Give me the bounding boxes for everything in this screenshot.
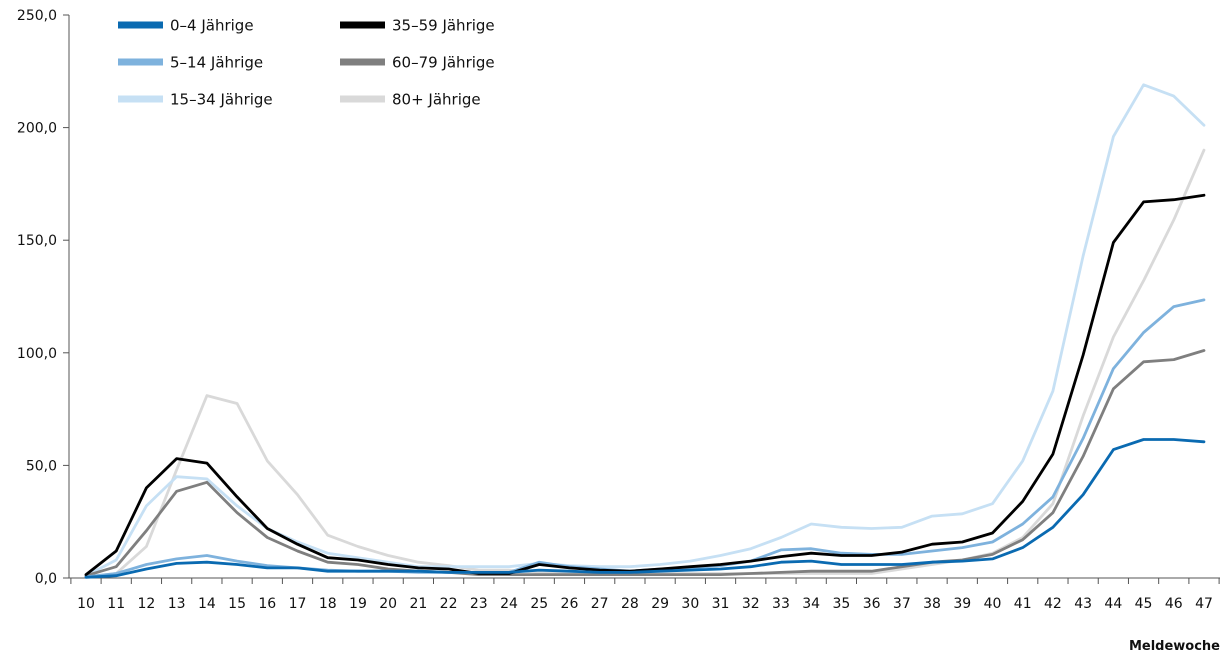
x-tick-label: 26 — [561, 596, 579, 612]
x-tick-label: 34 — [802, 596, 820, 612]
legend-swatch — [340, 58, 385, 66]
x-tick-label: 24 — [500, 596, 518, 612]
x-tick-label: 14 — [198, 596, 216, 612]
x-tick-label: 12 — [138, 596, 156, 612]
x-tick-label: 38 — [923, 596, 941, 612]
x-tick-label: 27 — [591, 596, 609, 612]
x-tick-label: 39 — [953, 596, 971, 612]
y-tick-label: 50,0 — [26, 458, 57, 474]
x-tick-label: 23 — [470, 596, 488, 612]
legend: 0–4 Jährige 5–14 Jährige 15–34 Jährige 35–5… — [118, 17, 495, 109]
legend-label: 35–59 Jährige — [392, 17, 495, 35]
x-tick-label: 13 — [168, 596, 186, 612]
x-tick-label: 45 — [1135, 596, 1153, 612]
x-tick-label: 32 — [742, 596, 760, 612]
x-tick-label: 22 — [440, 596, 458, 612]
legend-label: 80+ Jährige — [392, 91, 481, 109]
x-tick-label: 16 — [258, 596, 276, 612]
x-tick-label: 37 — [893, 596, 911, 612]
legend-label: 5–14 Jährige — [170, 54, 263, 72]
legend-swatch — [118, 58, 163, 66]
x-tick-label: 19 — [349, 596, 367, 612]
x-tick-label: 28 — [621, 596, 639, 612]
y-tick-label: 150,0 — [17, 233, 57, 249]
x-tick-label: 11 — [107, 596, 125, 612]
x-tick-label: 36 — [863, 596, 881, 612]
x-tick-label: 18 — [319, 596, 337, 612]
x-tick-label: 46 — [1165, 596, 1183, 612]
y-tick-label: 0,0 — [35, 571, 57, 587]
legend-label: 15–34 Jährige — [170, 91, 273, 109]
legend-swatch — [340, 21, 385, 29]
legend-swatch — [118, 21, 163, 29]
y-axis: 0,0 50,0 100,0 150,0 200,0 250,0 — [17, 8, 70, 587]
x-tick-label: 21 — [409, 596, 427, 612]
legend-label: 0–4 Jährige — [170, 17, 254, 35]
y-tick-label: 200,0 — [17, 121, 57, 137]
legend-label: 60–79 Jährige — [392, 54, 495, 72]
x-axis: 10 11 12 13 14 15 16 17 18 19 20 21 22 23 24 25 26 27 28 29… — [69, 577, 1220, 612]
series-lines — [84, 83, 1206, 579]
x-tick-label: 43 — [1074, 596, 1092, 612]
x-tick-label: 31 — [712, 596, 730, 612]
series-line-0 — [84, 438, 1206, 579]
x-tick-label: 44 — [1104, 596, 1122, 612]
series-line-3 — [84, 193, 1206, 576]
legend-swatch — [340, 95, 385, 103]
x-tick-label: 30 — [681, 596, 699, 612]
x-tick-label: 17 — [289, 596, 307, 612]
legend-swatch — [118, 95, 163, 103]
x-tick-label: 40 — [984, 596, 1002, 612]
x-tick-label: 42 — [1044, 596, 1062, 612]
x-tick-label: 47 — [1195, 596, 1213, 612]
series-line-2 — [84, 83, 1206, 578]
x-tick-label: 25 — [530, 596, 548, 612]
series-line-1 — [84, 298, 1206, 579]
series-line-4 — [84, 349, 1206, 578]
x-tick-label: 15 — [228, 596, 246, 612]
x-tick-label: 20 — [379, 596, 397, 612]
x-tick-label: 35 — [832, 596, 850, 612]
x-tick-label: 29 — [651, 596, 669, 612]
y-tick-label: 250,0 — [17, 8, 57, 24]
x-axis-title: Meldewoche — [1129, 639, 1220, 654]
x-tick-label: 33 — [772, 596, 790, 612]
x-tick-label: 41 — [1014, 596, 1032, 612]
x-tick-label: 10 — [77, 596, 95, 612]
y-tick-label: 100,0 — [17, 346, 57, 362]
